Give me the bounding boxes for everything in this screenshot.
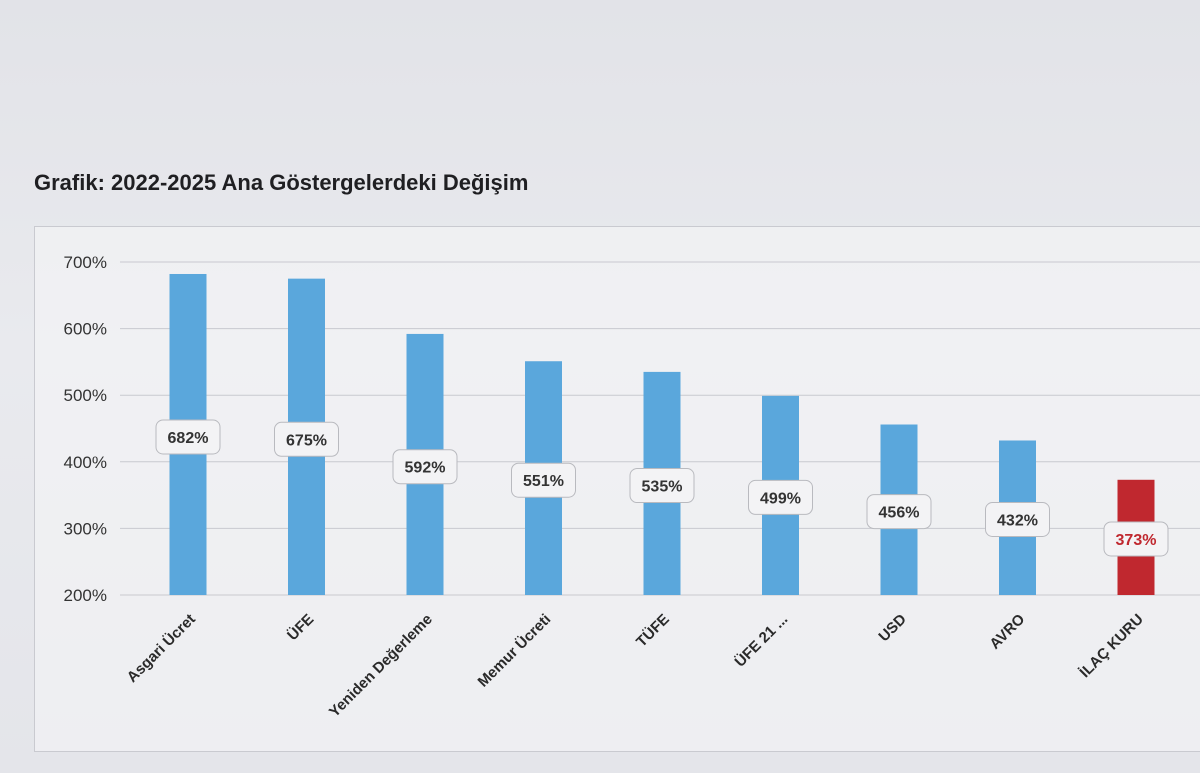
category-label: Asgari Ücret	[124, 611, 199, 686]
page-title: Grafik: 2022-2025 Ana Göstergelerdeki De…	[34, 170, 529, 195]
data-label: 456%	[879, 505, 920, 522]
data-label: 373%	[1116, 532, 1157, 549]
category-label: İLAÇ KURU	[1076, 611, 1146, 681]
category-label: Memur Ücreti	[475, 611, 555, 691]
category-label: Yeniden Değerleme	[326, 611, 436, 721]
data-label: 682%	[168, 430, 209, 447]
data-label-box	[511, 462, 576, 498]
data-labels: 682% 675% 592% 551% 535% 499% 456% 432% 373%	[155, 419, 1169, 557]
data-label: 499%	[760, 490, 801, 507]
category-labels: Asgari Ücret ÜFE Yeniden Değerleme Memur Üc…	[124, 611, 1147, 721]
data-label-box	[155, 419, 221, 455]
y-tick-label: 600%	[64, 320, 107, 339]
y-tick-label: 400%	[64, 453, 107, 472]
category-label: ÜFE	[284, 611, 317, 644]
category-label: ÜFE 21 ...	[732, 611, 792, 671]
y-tick-label: 200%	[64, 586, 107, 605]
data-label-box	[748, 479, 813, 515]
y-axis-ticks: 200% 300% 400% 500% 600% 700%	[64, 253, 107, 605]
y-tick-label: 500%	[64, 386, 107, 405]
y-tick-label: 300%	[64, 519, 107, 538]
data-label-box	[274, 421, 339, 457]
data-label: 432%	[997, 513, 1038, 530]
category-label: USD	[875, 611, 910, 646]
category-label: AVRO	[986, 611, 1028, 653]
data-label: 592%	[405, 460, 446, 477]
data-label-box	[1103, 521, 1169, 557]
data-label-box	[985, 502, 1050, 537]
category-label: TÜFE	[633, 611, 673, 651]
y-tick-label: 700%	[64, 253, 107, 272]
data-label: 675%	[286, 432, 327, 449]
data-label-box	[392, 449, 458, 485]
data-label-box	[866, 494, 932, 530]
data-label-box	[629, 468, 695, 504]
data-label: 535%	[642, 479, 683, 496]
data-label: 551%	[523, 473, 564, 490]
